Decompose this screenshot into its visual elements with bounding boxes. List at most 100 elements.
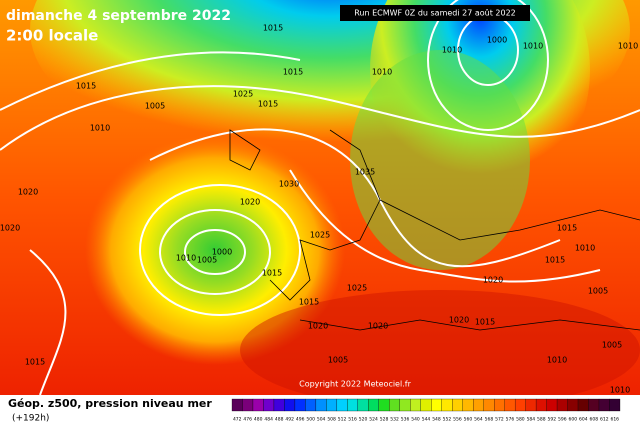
colorbar-cell <box>284 398 296 412</box>
colorbar-label: 548 <box>432 417 441 423</box>
colorbar-label: 496 <box>296 417 305 423</box>
copyright: Copyright 2022 Meteociel.fr <box>299 380 411 389</box>
colorbar-cell <box>441 398 453 412</box>
colorbar-cell <box>294 398 306 412</box>
colorbar-cell <box>504 398 516 412</box>
colorbar-label: 600 <box>569 417 578 423</box>
ridge <box>240 290 640 410</box>
colorbar-cell <box>273 398 285 412</box>
isobar-label: 1005 <box>588 287 608 296</box>
colorbar-cell <box>556 398 568 412</box>
isobar-label: 1015 <box>545 256 565 265</box>
colorbar-cell <box>410 398 421 412</box>
isobar-label: 1005 <box>197 256 217 265</box>
isobar-label: 1020 <box>308 322 328 331</box>
date: dimanche 4 septembre 2022 <box>6 8 231 24</box>
colorbar-cell <box>598 398 610 412</box>
colorbar-cell <box>588 398 600 412</box>
footer-title: Géop. z500, pression niveau mer <box>8 397 212 410</box>
colorbar-label: 608 <box>589 417 598 423</box>
trough <box>350 50 530 270</box>
colorbar-label: 520 <box>359 417 368 423</box>
colorbar-cell <box>347 398 358 412</box>
isobar-label: 1010 <box>442 46 462 55</box>
isobar-label: 1015 <box>299 298 319 307</box>
colorbar-cell <box>252 398 264 412</box>
isobar-label: 1020 <box>449 316 469 325</box>
colorbar-cell <box>336 398 348 412</box>
isobar-label: 1025 <box>310 231 330 240</box>
colorbar-label: 584 <box>527 417 536 423</box>
isobar-label: 1015 <box>557 224 577 233</box>
colorbar-label: 568 <box>485 417 494 423</box>
colorbar-label: 596 <box>558 417 567 423</box>
time: 2:00 locale <box>6 27 98 45</box>
colorbar-cell <box>609 398 621 412</box>
isobar-label: 1005 <box>328 356 348 365</box>
colorbar-cell <box>473 398 484 412</box>
colorbar-label: 524 <box>369 417 378 423</box>
colorbar-label: 604 <box>579 417 588 423</box>
isobar-label: 1015 <box>283 68 303 77</box>
colorbar-cell <box>242 398 254 412</box>
colorbar-label: 472 <box>233 417 242 423</box>
isobar-label: 1000 <box>212 248 232 257</box>
isobar-label: 1000 <box>487 36 507 45</box>
lead-time: (+192h) <box>12 414 49 424</box>
colorbar-label: 528 <box>380 417 389 423</box>
isobar-label: 1020 <box>0 224 20 233</box>
isobar-label: 1025 <box>347 284 367 293</box>
isobar-label: 1010 <box>618 42 638 51</box>
isobar-label: 1015 <box>475 318 495 327</box>
colorbar-cell <box>357 398 369 412</box>
colorbar-label: 508 <box>327 417 336 423</box>
isobar-label: 1005 <box>602 341 622 350</box>
colorbar-label: 592 <box>548 417 557 423</box>
colorbar-label: 500 <box>306 417 315 423</box>
isobar-label: 1015 <box>263 24 283 33</box>
colorbar-cell <box>494 398 505 412</box>
isobar-label: 1010 <box>176 254 196 263</box>
colorbar-cell <box>368 398 379 412</box>
colorbar-label: 616 <box>610 417 619 423</box>
isobar-label: 1010 <box>547 356 567 365</box>
isobar-label: 1005 <box>145 102 165 111</box>
isobar-label: 1010 <box>575 244 595 253</box>
colorbar-label: 480 <box>254 417 263 423</box>
colorbar-label: 564 <box>474 417 483 423</box>
colorbar-label: 588 <box>537 417 546 423</box>
colorbar-label: 556 <box>453 417 462 423</box>
colorbar-label: 492 <box>285 417 294 423</box>
colorbar-label: 612 <box>600 417 609 423</box>
colorbar-cell <box>389 398 400 412</box>
colorbar-cell <box>420 398 432 412</box>
isobar-label: 1010 <box>610 386 630 395</box>
colorbar-cell <box>231 398 243 412</box>
colorbar-cell <box>546 398 558 412</box>
isobar-label: 1010 <box>372 68 392 77</box>
colorbar-label: 512 <box>338 417 347 423</box>
colorbar-label: 516 <box>348 417 357 423</box>
colorbar-label: 532 <box>390 417 399 423</box>
colorbar-cell <box>378 398 390 412</box>
isobar-label: 1025 <box>233 90 253 99</box>
isobar-label: 1020 <box>483 276 503 285</box>
colorbar-label: 540 <box>411 417 420 423</box>
colorbar-cell <box>315 398 327 412</box>
colorbar-cell <box>514 398 526 412</box>
isobar-label: 1015 <box>262 269 282 278</box>
colorbar-label: 536 <box>401 417 410 423</box>
run: Run ECMWF 0Z du samedi 27 août 2022 <box>354 9 516 18</box>
isobar-label: 1020 <box>18 188 38 197</box>
colorbar-cell <box>462 398 474 412</box>
colorbar-cell <box>452 398 463 412</box>
isobar-label: 1020 <box>240 198 260 207</box>
colorbar-label: 572 <box>495 417 504 423</box>
colorbar-label: 476 <box>243 417 252 423</box>
colorbar-cell <box>567 398 579 412</box>
isobar-label: 1030 <box>279 180 299 189</box>
colorbar-cell <box>399 398 411 412</box>
isobar-label: 1010 <box>90 124 110 133</box>
colorbar-cell <box>525 398 537 412</box>
